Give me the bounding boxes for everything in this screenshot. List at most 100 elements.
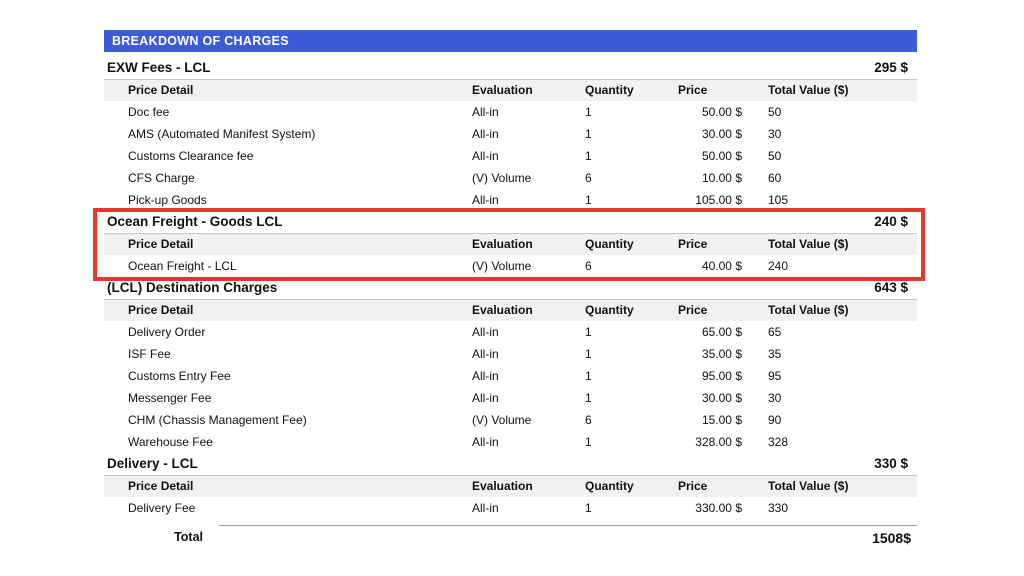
cell-evaluation: All-in [472,501,499,515]
cell-evaluation: All-in [472,193,499,207]
cell-quantity: 1 [585,149,592,163]
cell-detail: Ocean Freight - LCL [128,259,237,273]
cell-total: 50 [768,149,782,163]
section-title: Ocean Freight - Goods LCL [107,214,283,229]
cell-quantity: 1 [585,105,592,119]
grand-total-row: Total 1508$ [104,525,917,546]
breakdown-title-bar: BREAKDOWN OF CHARGES [104,30,917,52]
cell-price: 40.00 $ [701,259,742,273]
charges-breakdown-panel: BREAKDOWN OF CHARGES EXW Fees - LCL 295 … [93,30,925,546]
cell-total: 50 [768,105,782,119]
col-quantity: Quantity [585,303,634,317]
cell-total: 105 [768,193,789,207]
col-price-detail: Price Detail [128,237,194,251]
col-price: Price [678,479,708,493]
cell-quantity: 1 [585,127,592,141]
cell-quantity: 1 [585,193,592,207]
table-row: Pick-up Goods All-in 1 105.00 $ 105 [104,189,917,211]
column-header-row: Price Detail Evaluation Quantity Price T… [104,234,917,255]
cell-evaluation: (V) Volume [472,413,532,427]
table-row: Delivery Order All-in 1 65.00 $ 65 [104,321,917,343]
cell-evaluation: (V) Volume [472,171,532,185]
cell-price: 35.00 $ [701,347,742,361]
cell-detail: AMS (Automated Manifest System) [128,127,316,141]
table-row: Customs Clearance fee All-in 1 50.00 $ 5… [104,145,917,167]
cell-detail: Customs Entry Fee [128,369,231,383]
cell-detail: Delivery Order [128,325,206,339]
col-total-value: Total Value ($) [768,479,849,493]
section-header: Delivery - LCL 330 $ [104,453,917,476]
section-ocean-freight: Ocean Freight - Goods LCL 240 $ Price De… [93,208,925,281]
col-total-value: Total Value ($) [768,237,849,251]
cell-price: 330.00 $ [695,501,742,515]
cell-evaluation: All-in [472,325,499,339]
cell-total: 65 [768,325,782,339]
cell-quantity: 1 [585,325,592,339]
table-row: Warehouse Fee All-in 1 328.00 $ 328 [104,431,917,453]
cell-price: 10.00 $ [701,171,742,185]
cell-detail: CHM (Chassis Management Fee) [128,413,307,427]
cell-total: 95 [768,369,782,383]
col-price-detail: Price Detail [128,303,194,317]
cell-quantity: 1 [585,347,592,361]
table-row: Doc fee All-in 1 50.00 $ 50 [104,101,917,123]
cell-price: 30.00 $ [701,127,742,141]
section-delivery: Delivery - LCL 330 $ Price Detail Evalua… [104,453,917,519]
cell-price: 30.00 $ [701,391,742,405]
cell-detail: Pick-up Goods [128,193,207,207]
cell-evaluation: All-in [472,369,499,383]
cell-detail: Customs Clearance fee [128,149,254,163]
cell-evaluation: All-in [472,391,499,405]
grand-total-divider: 1508$ [219,525,917,546]
col-total-value: Total Value ($) [768,303,849,317]
col-price-detail: Price Detail [128,479,194,493]
cell-total: 30 [768,391,782,405]
cell-quantity: 1 [585,501,592,515]
cell-total: 240 [768,259,789,273]
cell-quantity: 6 [585,171,592,185]
col-quantity: Quantity [585,479,634,493]
col-evaluation: Evaluation [472,303,533,317]
cell-detail: Messenger Fee [128,391,212,405]
cell-price: 105.00 $ [695,193,742,207]
cell-evaluation: All-in [472,127,499,141]
col-price-detail: Price Detail [128,83,194,97]
section-header: Ocean Freight - Goods LCL 240 $ [104,211,917,234]
column-header-row: Price Detail Evaluation Quantity Price T… [104,80,917,101]
cell-detail: CFS Charge [128,171,195,185]
col-price: Price [678,303,708,317]
cell-total: 35 [768,347,782,361]
cell-price: 15.00 $ [701,413,742,427]
section-header: (LCL) Destination Charges 643 $ [104,277,917,300]
col-evaluation: Evaluation [472,479,533,493]
cell-price: 328.00 $ [695,435,742,449]
column-header-row: Price Detail Evaluation Quantity Price T… [104,476,917,497]
col-price: Price [678,237,708,251]
section-amount: 330 $ [874,456,908,471]
col-evaluation: Evaluation [472,83,533,97]
grand-total-amount: 1508$ [872,530,911,546]
cell-detail: Doc fee [128,105,170,119]
cell-price: 50.00 $ [701,149,742,163]
col-quantity: Quantity [585,83,634,97]
col-total-value: Total Value ($) [768,83,849,97]
cell-evaluation: All-in [472,347,499,361]
cell-quantity: 1 [585,435,592,449]
section-exw-fees: EXW Fees - LCL 295 $ Price Detail Evalua… [104,57,917,211]
section-amount: 240 $ [874,214,908,229]
table-row: Ocean Freight - LCL (V) Volume 6 40.00 $… [104,255,917,277]
cell-evaluation: All-in [472,105,499,119]
table-row: CFS Charge (V) Volume 6 10.00 $ 60 [104,167,917,189]
column-header-row: Price Detail Evaluation Quantity Price T… [104,300,917,321]
cell-detail: ISF Fee [128,347,171,361]
cell-total: 30 [768,127,782,141]
cell-total: 330 [768,501,789,515]
section-amount: 643 $ [874,280,908,295]
section-title: Delivery - LCL [107,456,198,471]
col-quantity: Quantity [585,237,634,251]
col-evaluation: Evaluation [472,237,533,251]
section-title: (LCL) Destination Charges [107,280,278,295]
cell-quantity: 6 [585,413,592,427]
section-amount: 295 $ [874,60,908,75]
cell-price: 95.00 $ [701,369,742,383]
